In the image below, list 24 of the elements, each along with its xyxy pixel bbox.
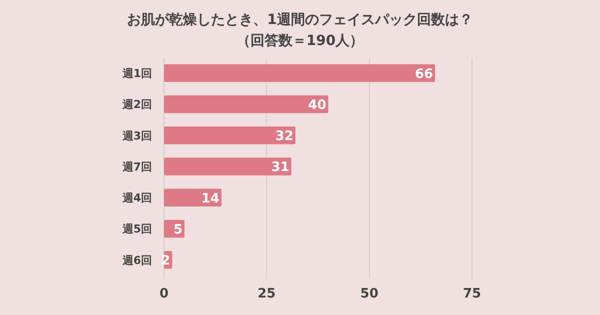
- y-tick-label: 週1回: [121, 67, 152, 80]
- x-tick-label: 0: [159, 286, 169, 302]
- y-tick-label: 週6回: [121, 254, 152, 267]
- data-label: 32: [275, 129, 294, 144]
- bar: [164, 188, 222, 207]
- data-label: 66: [414, 66, 434, 82]
- y-tick-label: 週5回: [121, 222, 152, 236]
- x-tick-label: 75: [462, 286, 482, 302]
- y-tick-label: 週7回: [121, 160, 152, 174]
- data-label: 5: [173, 222, 183, 238]
- chart-title: お肌が乾燥したとき、1週間のフェイスパック回数は？: [127, 12, 473, 28]
- bar: [164, 64, 436, 82]
- x-tick-label: 25: [258, 286, 276, 302]
- data-label: 14: [201, 191, 220, 206]
- x-tick-label: 50: [360, 286, 378, 302]
- chart-subtitle: （回答数＝190人）: [236, 33, 364, 49]
- data-label: 40: [308, 98, 326, 113]
- y-tick-label: 週2回: [121, 98, 152, 112]
- bar: [164, 95, 328, 114]
- bar: [164, 158, 292, 176]
- y-tick-label: 週4回: [121, 192, 152, 205]
- y-tick-label: 週3回: [121, 129, 152, 142]
- data-label: 31: [271, 160, 290, 176]
- bar: [164, 126, 296, 144]
